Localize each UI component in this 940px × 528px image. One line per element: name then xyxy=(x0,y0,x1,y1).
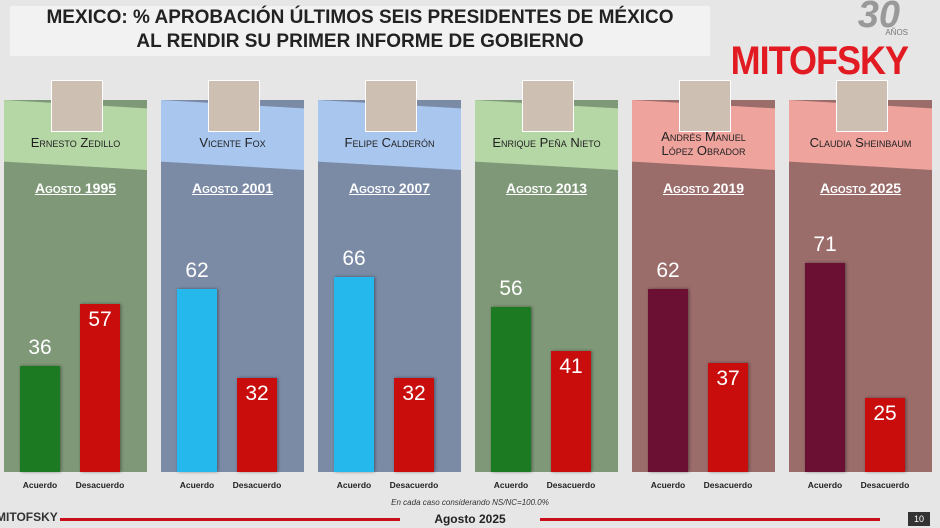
bar xyxy=(20,365,60,472)
panel-title: Andrés Manuel López Obrador xyxy=(661,129,746,158)
category-label: Acuerdo xyxy=(493,480,529,490)
value-label: 57 xyxy=(88,307,112,331)
chart-panel: Ernesto Zedillo Agosto 1995 36 Acuerdo 57 Des… xyxy=(4,80,147,490)
page-number: 10 xyxy=(908,512,930,526)
panel-title: Felipe Calderón xyxy=(344,135,435,150)
panel-title: Enrique Peña Nieto xyxy=(492,135,601,150)
value-label: 41 xyxy=(559,355,583,379)
portrait xyxy=(521,80,574,132)
portrait xyxy=(364,80,417,132)
panel-title: Ernesto Zedillo xyxy=(30,135,121,150)
bar xyxy=(551,351,591,472)
portrait xyxy=(678,80,731,132)
bar xyxy=(177,289,217,472)
value-label: 62 xyxy=(656,259,680,283)
panel-subtitle: Agosto 1995 xyxy=(34,180,117,196)
footer-date: Agosto 2025 xyxy=(400,512,540,526)
value-label: 25 xyxy=(873,402,897,426)
value-label: 71 xyxy=(813,232,837,256)
chart-panel: Vicente Fox Agosto 2001 62 Acuerdo 32 Desacue… xyxy=(161,80,304,490)
title-line: AL RENDIR SU PRIMER INFORME DE GOBIERNO xyxy=(136,31,584,52)
category-label: Desacuerdo xyxy=(389,480,439,490)
footnote: En cada caso considerando NS/NC=100.0% xyxy=(391,498,549,507)
bar xyxy=(491,306,531,472)
panel-subtitle: Agosto 2019 xyxy=(662,180,745,196)
category-label: Acuerdo xyxy=(807,480,843,490)
logo: MITOFSKY xyxy=(730,37,909,83)
category-label: Desacuerdo xyxy=(75,480,125,490)
panel-subtitle: Agosto 2007 xyxy=(348,180,431,196)
category-label: Desacuerdo xyxy=(860,480,910,490)
category-label: Desacuerdo xyxy=(546,480,596,490)
portrait xyxy=(207,80,260,132)
bar xyxy=(708,362,748,472)
bar xyxy=(334,277,374,472)
category-label: Acuerdo xyxy=(650,480,686,490)
chart-panel: Andrés Manuel López Obrador Agosto 2019 62… xyxy=(632,80,775,490)
category-label: Acuerdo xyxy=(336,480,372,490)
value-label: 32 xyxy=(402,381,426,405)
panel-subtitle: Agosto 2013 xyxy=(505,180,588,196)
value-label: 37 xyxy=(716,366,740,390)
portrait xyxy=(835,80,888,132)
anniversary: 30 xyxy=(857,0,900,36)
title-line: MEXICO: % APROBACIÓN ÚLTIMOS SEIS PRESID… xyxy=(46,7,674,28)
chart-panel: Enrique Peña Nieto Agosto 2013 56 Acuerdo 41… xyxy=(475,80,618,490)
value-label: 62 xyxy=(185,259,209,283)
bar xyxy=(394,377,434,472)
chart-panel: Felipe Calderón Agosto 2007 66 Acuerdo 32 Des… xyxy=(318,80,461,490)
panel-title: Vicente Fox xyxy=(199,135,266,150)
category-label: Desacuerdo xyxy=(232,480,282,490)
value-label: 56 xyxy=(499,276,523,300)
portrait xyxy=(50,80,103,132)
anniversary-sub: AÑOS xyxy=(885,28,908,37)
category-label: Acuerdo xyxy=(22,480,58,490)
bar xyxy=(237,377,277,472)
bar xyxy=(865,398,905,472)
footer-logo: MITOFSKY xyxy=(0,510,58,524)
value-label: 32 xyxy=(245,381,269,405)
title-box: MEXICO: % APROBACIÓN ÚLTIMOS SEIS PRESID… xyxy=(10,6,710,56)
category-label: Desacuerdo xyxy=(703,480,753,490)
chart-panel: Claudia Sheinbaum Agosto 2025 71 Acuerdo 25 D… xyxy=(789,80,932,490)
panel-subtitle: Agosto 2025 xyxy=(819,180,902,196)
panel-title: Claudia Sheinbaum xyxy=(809,135,912,150)
bar xyxy=(80,303,120,472)
panel-subtitle: Agosto 2001 xyxy=(191,180,274,196)
value-label: 36 xyxy=(28,335,52,359)
bar xyxy=(805,262,845,472)
value-label: 66 xyxy=(342,247,366,271)
bar xyxy=(648,289,688,472)
category-label: Acuerdo xyxy=(179,480,215,490)
